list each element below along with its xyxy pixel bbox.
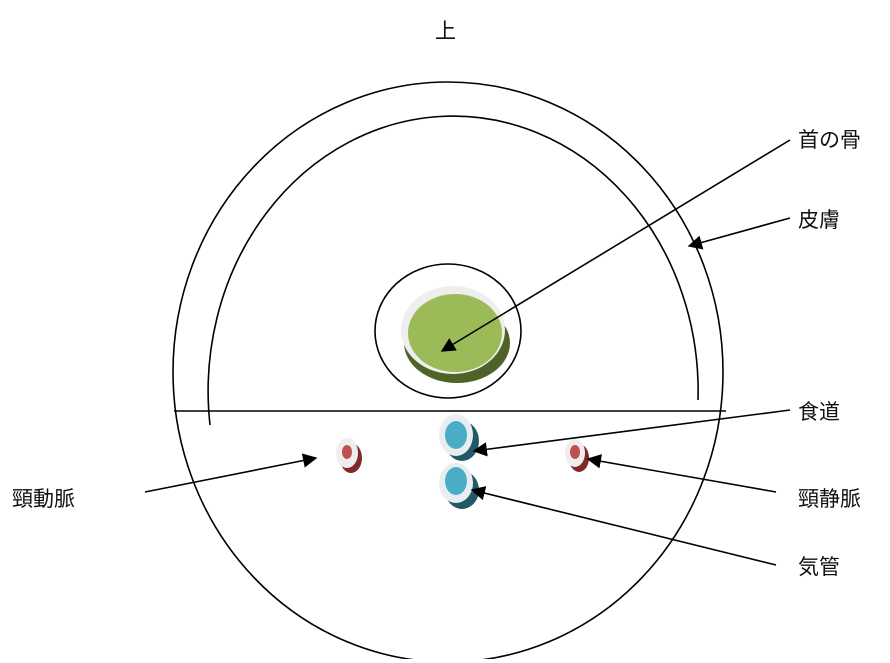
jugular-vein-label: 頸静脈 bbox=[798, 487, 861, 511]
trachea-pointer-arrow bbox=[470, 486, 777, 566]
trachea-shape bbox=[439, 463, 479, 509]
skin-label: 皮膚 bbox=[798, 208, 840, 232]
neck-bone-shape bbox=[401, 286, 510, 383]
carotid-artery-shape bbox=[336, 438, 362, 473]
bone-pointer-arrow bbox=[440, 139, 791, 352]
trachea-label: 気管 bbox=[798, 555, 840, 579]
bone-label: 首の骨 bbox=[798, 128, 861, 152]
carotid-pointer-arrow bbox=[144, 453, 318, 493]
skin-pointer-arrow bbox=[687, 217, 791, 250]
esophagus-label: 食道 bbox=[798, 400, 840, 424]
jugular-pointer-arrow bbox=[586, 454, 777, 493]
orientation-label: 上 bbox=[435, 19, 456, 43]
skin-inner-arc bbox=[207, 115, 699, 426]
esophagus-shape bbox=[439, 414, 479, 461]
jugular-vein-shape bbox=[565, 439, 589, 472]
carotid-artery-label: 頸動脈 bbox=[12, 487, 75, 511]
vertebra-outline bbox=[374, 263, 522, 399]
esophagus-pointer-arrow bbox=[472, 409, 791, 457]
